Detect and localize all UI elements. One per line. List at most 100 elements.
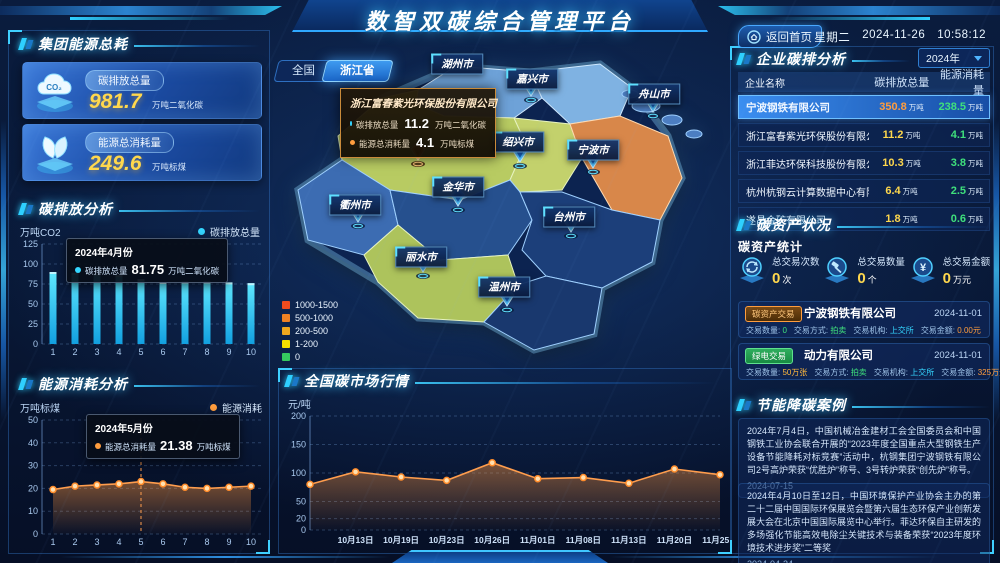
map-legend-item: 1-200 (282, 339, 338, 349)
date: 2024-11-26 (862, 29, 926, 41)
trade-company: 动力有限公司 (804, 350, 873, 362)
legend-dot-icon (210, 404, 217, 411)
map-tooltip: 浙江富春紫光环保股份有限公司 碳排放总量 11.2 万吨二氧化碳 能源总消耗量 4… (340, 88, 497, 158)
svg-text:3: 3 (94, 537, 99, 547)
city-label[interactable]: 绍兴市 (492, 131, 544, 153)
city-label[interactable]: 衢州市 (329, 194, 381, 216)
case-text: 2024年4月10日至12日，中国环境保护产业协会主办的第二十二届中国国际环保展… (747, 491, 982, 553)
market-line-chart: 020 50 100 150 200 10月13日 10月19日 10月23日 10月26日 11… (291, 411, 730, 545)
svg-text:4: 4 (116, 347, 121, 357)
svg-text:5: 5 (138, 537, 143, 547)
stat-label: 总交易数量 (857, 257, 905, 268)
emission-value: 350.8 万吨 (879, 101, 924, 113)
svg-text:CO₂: CO₂ (46, 83, 62, 92)
svg-text:10: 10 (246, 347, 256, 357)
svg-text:100: 100 (23, 259, 38, 269)
summary-card[interactable]: 能源总消耗量 249.6 万吨标煤 (22, 124, 262, 181)
asset-stat: ¥ 总交易金额 0 万元 (907, 252, 992, 288)
energy-value: 3.8 万吨 (950, 157, 983, 169)
trade-volume-icon (821, 254, 853, 286)
trade-count-icon (736, 254, 768, 286)
trade-card[interactable]: 碳资产交易 宁波钢铁有限公司 2024-11-01 交易数量: 0 交易方式: 拍… (738, 301, 990, 338)
svg-text:10: 10 (246, 537, 256, 547)
trade-company: 宁波钢铁有限公司 (804, 308, 896, 320)
svg-text:11月25日: 11月25日 (702, 535, 730, 545)
svg-text:50: 50 (296, 497, 306, 507)
trade-badge: 碳资产交易 (745, 306, 802, 322)
city-label[interactable]: 湖州市 (431, 53, 483, 75)
map-legend-item: 200-500 (282, 326, 338, 336)
svg-text:200: 200 (291, 411, 306, 421)
summary-card-value: 249.6 (89, 152, 142, 175)
city-label[interactable]: 台州市 (543, 206, 595, 228)
legend-swatch-icon (282, 340, 290, 348)
year-select[interactable]: 2024年 (918, 48, 990, 68)
trade-card[interactable]: 绿电交易 动力有限公司 2024-11-01 交易数量: 50万张 交易方式: 拍… (738, 343, 1000, 380)
svg-text:11月20日: 11月20日 (657, 535, 692, 545)
legend-swatch-icon (282, 353, 290, 361)
emission-tooltip: 2024年4月份 碳排放总量 81.75 万吨二氧化碳 (66, 238, 229, 283)
stat-value: 0 (942, 270, 951, 287)
bottom-deco (392, 550, 608, 563)
section-enterprise-analysis: 企业碳排分析 (736, 50, 910, 68)
section-cases: 节能降碳案例 (736, 396, 990, 414)
back-home-button[interactable]: 返回首页 (738, 25, 822, 48)
svg-text:30: 30 (28, 461, 38, 471)
svg-text:3: 3 (94, 347, 99, 357)
energy-tooltip: 2024年5月份 能源总消耗量 21.38 万吨标煤 (86, 414, 240, 459)
map-legend-item: 1000-1500 (282, 300, 338, 310)
company-name: 杭州杭钢云计算数据中心有限公司 (746, 187, 869, 199)
city-label[interactable]: 金华市 (432, 176, 484, 198)
emission-legend[interactable]: 碳排放总量 (198, 224, 260, 239)
table-row[interactable]: 浙江富春紫光环保股份有限公司 11.2万吨 4.1万吨 (738, 123, 990, 147)
emission-bar-chart: 0 25 50 75 100 125 1 2 3 4 5 6 7 8 9 10 (23, 239, 262, 357)
leaf-icon (31, 130, 79, 177)
energy-value: 2.5 万吨 (950, 185, 983, 197)
city-label[interactable]: 温州市 (478, 276, 530, 298)
city-label[interactable]: 宁波市 (567, 139, 619, 161)
svg-text:2: 2 (72, 347, 77, 357)
zhejiang-map: 湖州市嘉兴市舟山市绍兴市 宁波市金华市衢州市台州市丽水市温州市 浙江富春紫光环保股… (278, 48, 740, 364)
section-marker-icon (18, 203, 34, 215)
stat-value: 0 (772, 270, 781, 287)
svg-text:11月08日: 11月08日 (566, 535, 601, 545)
table-row[interactable]: 杭州杭钢云计算数据中心有限公司 6.4万吨 2.5万吨 (738, 179, 990, 203)
summary-card-value: 981.7 (89, 90, 142, 113)
section-energy-analysis: 能源消耗分析 (18, 375, 260, 393)
case-card[interactable]: 2024年4月10日至12日，中国环境保护产业协会主办的第二十二届中国国际环保展… (738, 483, 990, 563)
legend-dot-icon (198, 228, 205, 235)
energy-legend[interactable]: 能源消耗 (210, 400, 262, 415)
svg-text:100: 100 (291, 468, 306, 478)
summary-card-unit: 万吨标煤 (152, 162, 187, 172)
section-marker-icon (736, 399, 752, 411)
chevron-down-icon (974, 55, 982, 61)
trade-date: 2024-11-01 (934, 349, 982, 361)
section-marker-icon (18, 38, 34, 50)
svg-text:6: 6 (160, 347, 165, 357)
section-energy-summary: 集团能源总耗 (18, 35, 260, 53)
enterprise-table-header: 企业名称 碳排放总量 能源消耗量 (738, 69, 990, 97)
energy-y-unit: 万吨标煤 (20, 404, 60, 415)
table-row[interactable]: 宁波钢铁有限公司 350.8 万吨 238.5 万吨 (738, 95, 990, 119)
header-deco-left (0, 6, 282, 15)
section-carbon-market: 全国碳市场行情 (284, 372, 716, 390)
header-deco-right (718, 6, 1000, 15)
summary-card[interactable]: CO₂ 碳排放总量 981.7 万吨二氧化碳 (22, 62, 262, 119)
city-label[interactable]: 丽水市 (395, 246, 447, 268)
svg-text:1: 1 (50, 537, 55, 547)
svg-text:50: 50 (28, 415, 38, 425)
svg-text:8: 8 (204, 347, 209, 357)
svg-text:25: 25 (28, 319, 38, 329)
legend-swatch-icon (282, 301, 290, 309)
svg-text:20: 20 (28, 483, 38, 493)
energy-line-chart: 0 10 20 30 40 50 1 2 3 4 5 6 7 8 9 10 (28, 415, 262, 547)
city-label[interactable]: 舟山市 (628, 83, 680, 105)
svg-text:5: 5 (138, 347, 143, 357)
section-marker-icon (736, 53, 752, 65)
weekday: 星期二 (814, 32, 851, 44)
energy-value: 238.5 万吨 (938, 101, 983, 113)
city-label[interactable]: 嘉兴市 (506, 68, 558, 90)
table-row[interactable]: 浙江菲达环保科技股份有限公 10.3 万吨 3.8 万吨 (738, 151, 990, 175)
